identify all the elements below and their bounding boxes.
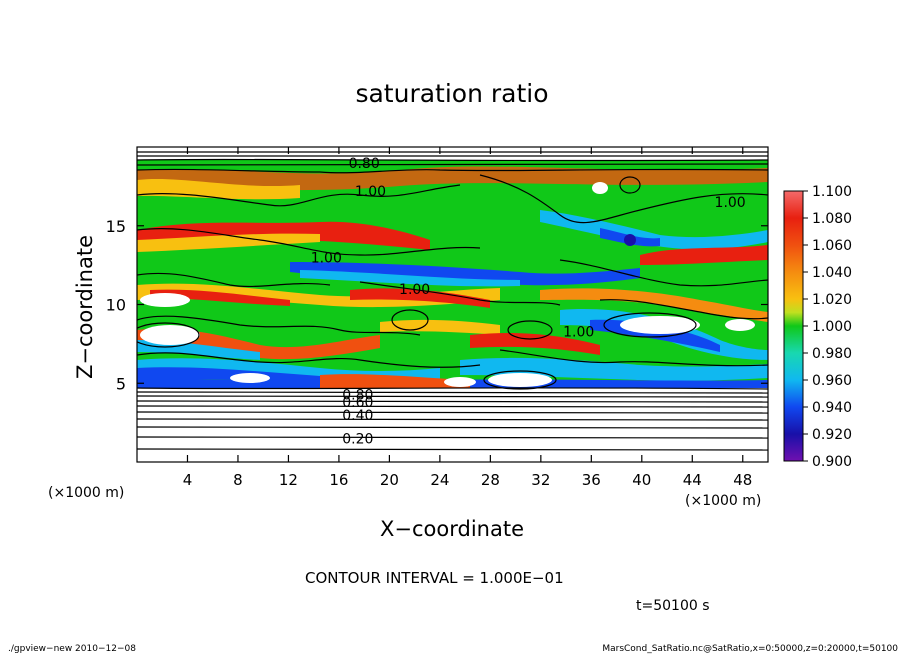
- x-tick-label: 24: [430, 471, 449, 489]
- contour-label: 0.80: [349, 156, 380, 172]
- y-tick-label: 15: [106, 217, 126, 236]
- colorbar-label: 0.920: [812, 427, 852, 443]
- x-unit-right: (×1000 m): [685, 493, 761, 509]
- x-tick-label: 16: [329, 471, 348, 489]
- x-tick-label: 36: [582, 471, 601, 489]
- colorbar-label: 0.980: [812, 346, 852, 362]
- plot-area: 0.801.001.001.001.001.000.800.600.400.20: [137, 147, 768, 462]
- x-tick-label: 12: [279, 471, 298, 489]
- colorbar-label: 1.040: [812, 265, 852, 281]
- colorbar-label: 1.060: [812, 238, 852, 254]
- x-axis: 4 8 12 16 20 24 28 32 36 40 44 48: [183, 147, 752, 489]
- y-tick-label: 5: [116, 374, 126, 393]
- contour-label: 1.00: [399, 282, 430, 298]
- colorbar-label: 0.960: [812, 373, 852, 389]
- colorbar: 1.100 1.080 1.060 1.040 1.020 1.000 0.980 0.960…: [783, 184, 852, 470]
- x-tick-label: 8: [233, 471, 243, 489]
- contour-label: 0.40: [342, 408, 373, 424]
- contour-label: 1.00: [563, 324, 594, 340]
- y-axis-label: Z−coordinate: [73, 235, 97, 379]
- colorbar-label: 1.100: [812, 184, 852, 200]
- colorbar-label: 1.020: [812, 292, 852, 308]
- contour-lines: [137, 151, 768, 451]
- contour-interval-text: CONTOUR INTERVAL = 1.000E−01: [305, 569, 564, 587]
- y-axis: 5 10 15: [106, 217, 768, 393]
- chart-title: saturation ratio: [355, 79, 548, 108]
- time-label: t=50100 s: [636, 598, 710, 614]
- x-tick-label: 32: [531, 471, 550, 489]
- x-tick-label: 44: [683, 471, 702, 489]
- x-tick-label: 28: [481, 471, 500, 489]
- x-tick-label: 40: [632, 471, 651, 489]
- saturation-field: [137, 160, 768, 388]
- x-tick-label: 20: [380, 471, 399, 489]
- footer-right: MarsCond_SatRatio.nc@SatRatio,x=0:50000,…: [602, 644, 898, 654]
- x-tick-label: 4: [183, 471, 193, 489]
- contour-label: 0.60: [342, 395, 373, 411]
- contour-label: 1.00: [355, 184, 386, 200]
- y-tick-label: 10: [106, 296, 126, 315]
- contour-labels: 0.801.001.001.001.001.000.800.600.400.20: [311, 156, 746, 448]
- contour-label: 0.80: [342, 387, 373, 403]
- colorbar-label: 0.900: [812, 454, 852, 470]
- contour-label: 0.20: [342, 431, 373, 447]
- x-axis-label: X−coordinate: [380, 517, 524, 541]
- colorbar-label: 0.940: [812, 400, 852, 416]
- footer-left: ./gpview−new 2010−12−08: [8, 644, 136, 654]
- colorbar-label: 1.000: [812, 319, 852, 335]
- x-tick-label: 48: [733, 471, 752, 489]
- colorbar-ticks: 1.100 1.080 1.060 1.040 1.020 1.000 0.980 0.960…: [803, 184, 852, 470]
- contour-label: 1.00: [715, 195, 746, 211]
- x-unit-left: (×1000 m): [48, 485, 124, 501]
- contour-label: 1.00: [311, 250, 342, 266]
- colorbar-label: 1.080: [812, 211, 852, 227]
